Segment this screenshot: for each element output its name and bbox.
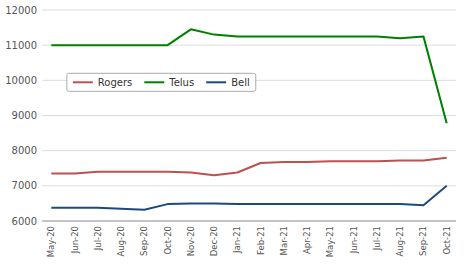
x-tick-label: Mar-21 (279, 226, 289, 255)
grid-line (42, 115, 456, 116)
grid-line (42, 150, 456, 151)
y-tick-label: 9000 (12, 110, 37, 121)
series-line (51, 186, 446, 210)
x-tick-label: Aug-20 (116, 226, 126, 256)
y-tick-label: 12000 (5, 5, 37, 16)
chart: 6000 7000 8000 9000 10000 11000 12000 May-20 Jun… (0, 0, 466, 269)
x-tick-label: Jun-20 (70, 226, 80, 254)
x-tick-label: May-20 (46, 226, 56, 257)
series-line (51, 29, 446, 123)
x-tick-label: May-21 (325, 226, 335, 257)
y-tick-label: 10000 (5, 75, 37, 86)
y-tick-label: 7000 (12, 180, 37, 191)
grid-line (42, 185, 456, 186)
legend-swatch (144, 81, 164, 83)
legend-box (67, 73, 256, 91)
legend-label: Rogers (98, 77, 132, 88)
x-tick-label: Jun-21 (349, 226, 359, 254)
x-tick-label: Oct-21 (442, 226, 452, 255)
x-tick-label: Oct-20 (163, 226, 173, 255)
grid-line (42, 10, 456, 11)
x-tick-label: Sep-20 (139, 226, 149, 256)
x-tick-label: Feb-21 (256, 226, 266, 255)
legend-label: Telus (168, 77, 194, 88)
series-line (51, 158, 446, 176)
y-tick-label: 8000 (12, 145, 37, 156)
y-tick-label: 11000 (5, 40, 37, 51)
x-tick-label: Apr-21 (302, 226, 312, 254)
x-tick-label: Jul-21 (372, 226, 382, 251)
y-tick-label: 6000 (12, 216, 37, 227)
legend-swatch (206, 81, 226, 83)
x-tick-label: Nov-20 (186, 226, 196, 256)
legend: Rogers Telus Bell (73, 77, 250, 88)
legend-label: Bell (231, 77, 250, 88)
plot-area (51, 29, 446, 209)
legend-swatch (73, 81, 93, 83)
x-tick-label: Dec-20 (209, 226, 219, 256)
x-tick-label: Jul-20 (93, 226, 103, 251)
x-tick-label: Jan-21 (232, 226, 242, 254)
x-tick-label: Sep-21 (418, 226, 428, 256)
x-axis-line (42, 221, 456, 222)
grid-line (42, 221, 456, 222)
x-tick-label: Aug-21 (395, 226, 405, 256)
